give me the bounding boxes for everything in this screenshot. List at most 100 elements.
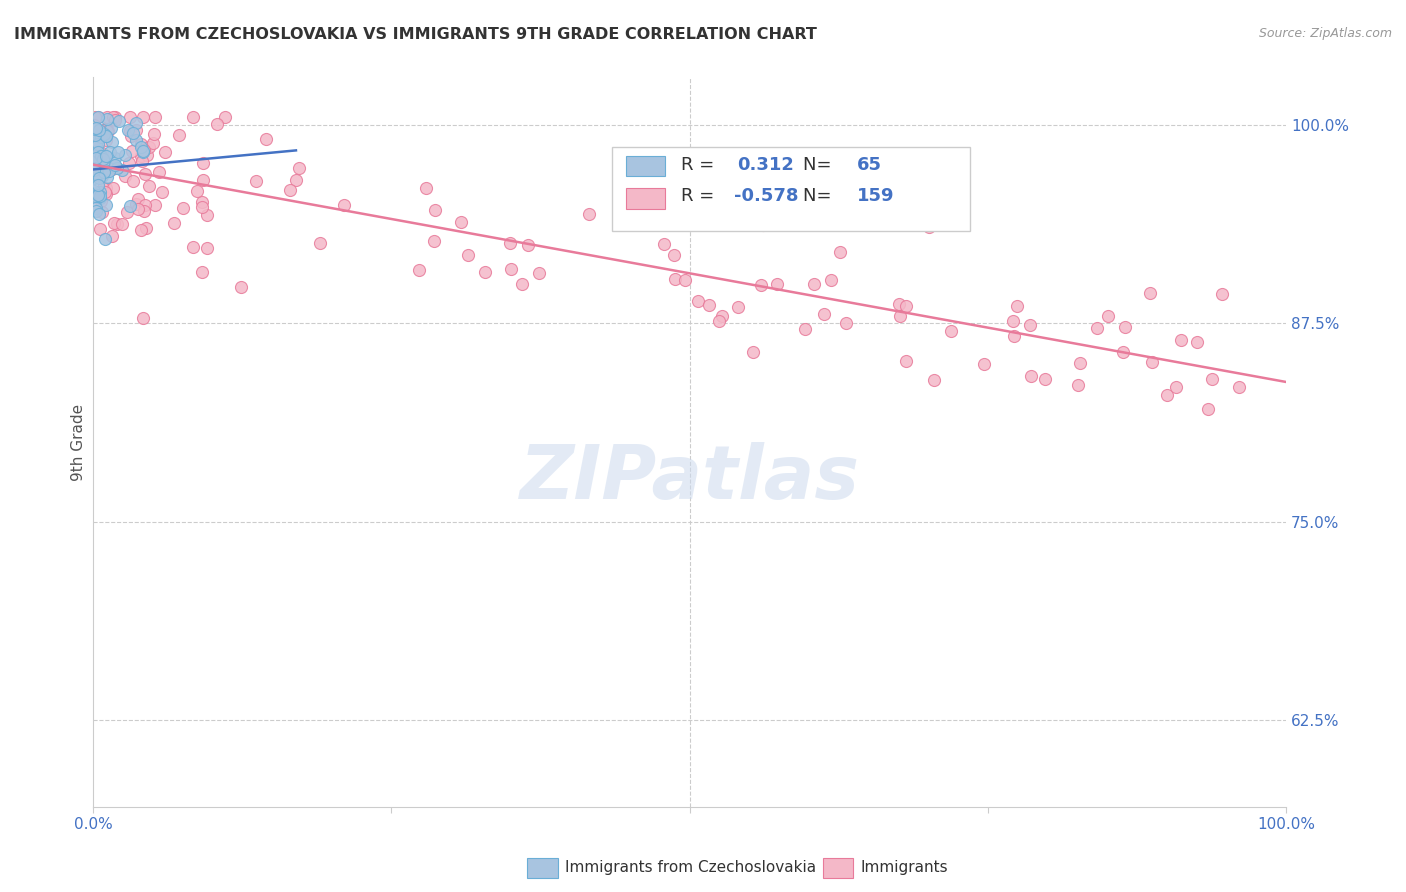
Point: [142, 136, 165, 150]
Point: [96, 129, 118, 144]
Text: Immigrants: Immigrants: [860, 861, 948, 875]
Point: [87, 136, 110, 151]
Point: [114, 169, 136, 183]
Point: [697, 298, 720, 312]
Point: [84, 203, 107, 218]
Point: [1166, 380, 1188, 394]
Point: [132, 144, 155, 158]
Point: [101, 158, 124, 172]
Point: [820, 273, 842, 287]
Point: [499, 262, 522, 277]
Point: [83, 161, 105, 176]
Point: [96, 148, 118, 162]
Point: [91, 181, 114, 195]
Point: [125, 116, 148, 130]
Point: [131, 140, 153, 154]
Text: 0.312: 0.312: [737, 156, 794, 174]
Point: [896, 353, 918, 368]
Point: [510, 277, 533, 292]
Point: [86, 186, 108, 200]
Point: [190, 194, 212, 209]
Point: [127, 202, 149, 216]
Point: [90, 169, 112, 183]
Point: [517, 237, 540, 252]
Point: [83, 168, 105, 182]
Point: [1069, 356, 1091, 370]
Point: [100, 228, 122, 243]
Point: [766, 277, 789, 291]
Point: [214, 110, 236, 124]
Point: [87, 110, 110, 124]
Point: [121, 145, 143, 159]
Point: [105, 218, 128, 232]
Point: [89, 222, 111, 236]
Point: [1114, 319, 1136, 334]
Point: [87, 145, 110, 159]
Point: [415, 181, 437, 195]
Point: [408, 263, 430, 277]
Point: [94, 133, 117, 147]
Point: [132, 203, 155, 218]
Point: [148, 164, 170, 178]
Point: [97, 124, 120, 138]
Point: [89, 191, 111, 205]
Bar: [626, 188, 665, 209]
Point: [87, 178, 110, 193]
Point: [87, 143, 110, 157]
Point: [105, 161, 128, 176]
Point: [195, 241, 218, 255]
Point: [90, 148, 112, 162]
Point: [1097, 309, 1119, 323]
Point: [889, 309, 911, 323]
Point: [1227, 380, 1250, 394]
Point: [122, 174, 145, 188]
Point: [104, 151, 127, 165]
Point: [125, 123, 148, 137]
Text: Source: ZipAtlas.com: Source: ZipAtlas.com: [1258, 27, 1392, 40]
Point: [132, 110, 155, 124]
Point: [621, 162, 644, 177]
Point: [84, 153, 107, 167]
Point: [83, 128, 105, 143]
Point: [457, 248, 479, 262]
Point: [96, 122, 118, 136]
Point: [1001, 314, 1024, 328]
Point: [101, 181, 124, 195]
Text: ZIPatlas: ZIPatlas: [520, 442, 859, 516]
Point: [86, 188, 108, 202]
Point: [150, 186, 173, 200]
Text: IMMIGRANTS FROM CZECHOSLOVAKIA VS IMMIGRANTS 9TH GRADE CORRELATION CHART: IMMIGRANTS FROM CZECHOSLOVAKIA VS IMMIGR…: [14, 27, 817, 42]
Point: [117, 123, 139, 137]
Point: [794, 322, 817, 336]
Point: [129, 148, 152, 162]
Point: [91, 152, 114, 166]
Point: [84, 152, 107, 166]
Point: [122, 126, 145, 140]
Point: [1185, 335, 1208, 350]
Point: [709, 314, 731, 328]
Point: [922, 373, 945, 387]
Point: [131, 154, 153, 169]
Point: [1140, 355, 1163, 369]
Point: [1211, 286, 1233, 301]
Point: [288, 161, 311, 175]
Point: [191, 200, 214, 214]
Point: [125, 197, 148, 211]
Point: [973, 357, 995, 371]
Point: [87, 168, 110, 182]
Point: [138, 140, 160, 154]
Point: [118, 110, 141, 124]
Point: [84, 120, 107, 135]
Point: [1018, 318, 1040, 332]
Point: [710, 309, 733, 323]
Point: [118, 124, 141, 138]
Point: [83, 120, 105, 135]
Point: [83, 123, 105, 137]
Point: [1002, 328, 1025, 343]
Point: [91, 205, 114, 219]
Point: [136, 148, 159, 162]
Point: [939, 324, 962, 338]
Point: [111, 163, 134, 178]
Point: [682, 203, 704, 218]
Point: [96, 112, 118, 126]
